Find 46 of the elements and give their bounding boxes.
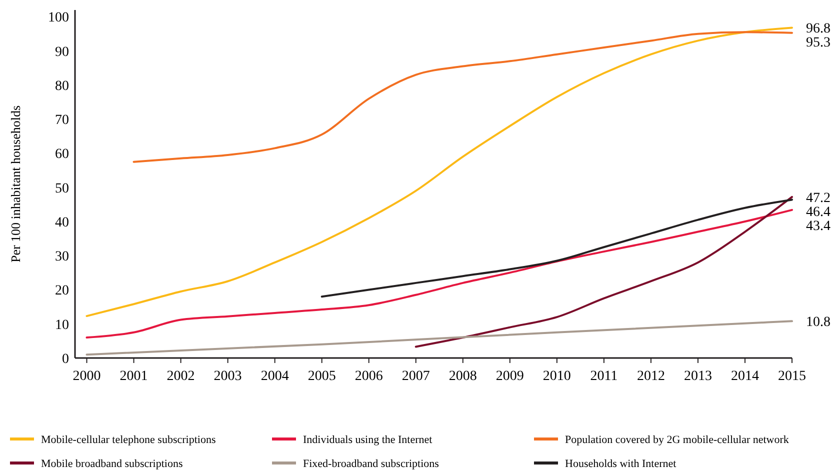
x-tick-label: 2011	[590, 369, 618, 384]
data-label: 96.8	[806, 22, 830, 37]
y-tick-label: 0	[62, 352, 69, 367]
data-label: 46.4	[806, 204, 830, 220]
line-series	[86, 208, 793, 339]
y-tick-label: 40	[55, 215, 69, 230]
x-tick-label: 2002	[166, 369, 195, 384]
y-axis-title: Per 100 inhabitant households	[8, 105, 23, 263]
x-tick-label: 2005	[308, 369, 336, 384]
data-label: 10.8	[806, 315, 830, 330]
y-tick-label: 30	[55, 250, 69, 265]
line-series	[132, 31, 793, 163]
line-series	[86, 26, 793, 318]
line-series	[86, 320, 793, 356]
legend-label: Households with Internet	[565, 458, 676, 470]
x-tick-label: 2012	[636, 369, 665, 384]
data-label: 95.3	[806, 36, 830, 51]
y-tick-label: 20	[55, 284, 69, 299]
data-label: 47.2	[806, 190, 830, 206]
x-tick-label: 2006	[354, 369, 383, 384]
legend-label: Population covered by 2G mobile-cellular network	[565, 434, 790, 446]
y-tick-label: 60	[55, 147, 69, 162]
x-tick-label: 2015	[778, 369, 806, 384]
y-tick-label: 10	[55, 318, 69, 333]
x-tick-label: 2014	[730, 369, 759, 384]
legend-label: Fixed-broadband subscriptions	[303, 458, 439, 470]
y-tick-label: 90	[55, 44, 69, 60]
line-series	[320, 198, 793, 298]
x-tick-label: 2013	[684, 369, 712, 384]
legend-label: Mobile broadband subscriptions	[41, 458, 183, 470]
x-tick-label: 2008	[448, 369, 477, 384]
y-tick-label: 50	[55, 181, 69, 196]
x-tick-label: 2009	[496, 369, 524, 384]
x-tick-label: 2007	[402, 369, 430, 384]
x-tick-label: 2000	[72, 369, 101, 384]
y-tick-label: 80	[55, 78, 69, 94]
x-tick-label: 2001	[120, 369, 148, 384]
legend-label: Mobile-cellular telephone subscriptions	[41, 434, 216, 446]
y-tick-label: 100	[48, 10, 69, 26]
x-tick-label: 2010	[542, 369, 571, 384]
x-tick-label: 2003	[214, 369, 242, 384]
y-tick-label: 70	[55, 113, 69, 128]
legend-label: Individuals using the Internet	[303, 434, 432, 446]
data-label: 43.4	[806, 218, 830, 234]
line-series	[414, 196, 793, 348]
x-tick-label: 2004	[260, 369, 289, 384]
